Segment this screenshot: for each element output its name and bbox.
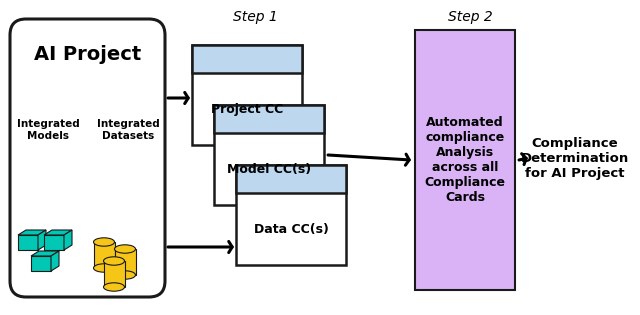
Polygon shape <box>44 230 72 235</box>
Ellipse shape <box>93 238 115 246</box>
Ellipse shape <box>104 283 125 291</box>
Text: Step 2: Step 2 <box>447 10 492 24</box>
Bar <box>214 105 324 205</box>
Bar <box>93 242 115 268</box>
Text: Automated
compliance
Analysis
across all
Compliance
Cards: Automated compliance Analysis across all… <box>424 116 506 204</box>
Bar <box>115 249 136 275</box>
Text: Compliance
Determination
for AI Project: Compliance Determination for AI Project <box>521 136 629 180</box>
Text: Integrated
Models: Integrated Models <box>17 119 79 140</box>
Bar <box>18 235 38 250</box>
Ellipse shape <box>93 264 115 272</box>
Polygon shape <box>51 251 59 271</box>
Polygon shape <box>31 251 59 256</box>
Bar <box>192 45 302 145</box>
Bar <box>104 261 125 287</box>
Bar <box>236 165 346 265</box>
Text: Model CC(s): Model CC(s) <box>227 163 311 175</box>
Text: Integrated
Datasets: Integrated Datasets <box>97 119 159 140</box>
Bar <box>214 105 324 133</box>
Text: Project CC: Project CC <box>211 102 283 116</box>
Bar <box>31 256 51 271</box>
Polygon shape <box>38 230 46 250</box>
Text: Step 1: Step 1 <box>232 10 277 24</box>
Bar <box>415 30 515 290</box>
Ellipse shape <box>104 257 125 265</box>
Text: Data CC(s): Data CC(s) <box>253 222 328 236</box>
Polygon shape <box>64 230 72 250</box>
Ellipse shape <box>115 271 136 279</box>
Ellipse shape <box>115 245 136 253</box>
Bar <box>44 235 64 250</box>
Text: AI Project: AI Project <box>34 44 141 64</box>
FancyBboxPatch shape <box>10 19 165 297</box>
Polygon shape <box>18 230 46 235</box>
Bar <box>236 165 346 193</box>
Bar <box>192 45 302 73</box>
